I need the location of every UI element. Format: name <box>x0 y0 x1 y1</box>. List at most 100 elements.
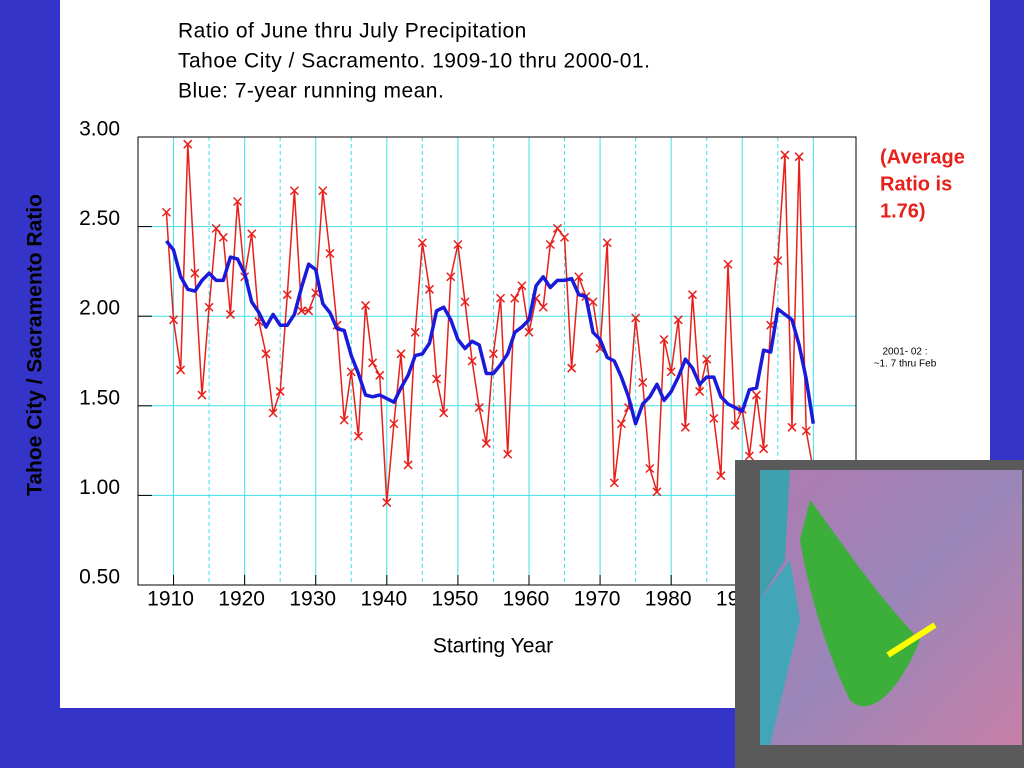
data-point <box>261 349 271 359</box>
data-point <box>417 238 427 248</box>
data-point <box>176 365 186 375</box>
data-point <box>759 444 769 454</box>
data-point <box>496 293 506 303</box>
data-point <box>432 374 442 384</box>
data-point <box>368 358 378 368</box>
data-point <box>190 268 200 278</box>
map-ocean <box>760 470 790 600</box>
map-relief <box>760 470 1022 745</box>
data-point <box>687 290 698 300</box>
data-line <box>165 143 815 504</box>
chart-title: Tahoe City / Sacramento. 1909-10 thru 20… <box>178 50 650 73</box>
y-tick-label: 0.50 <box>79 566 120 589</box>
data-point <box>282 290 292 300</box>
data-point <box>211 223 221 233</box>
x-tick-label: 1950 <box>432 588 479 611</box>
data-point <box>695 386 705 396</box>
map-image <box>735 460 1024 768</box>
data-point <box>318 186 328 196</box>
data-point <box>439 408 449 418</box>
data-point <box>574 272 584 282</box>
annotation: 2001- 02 : <box>882 347 927 358</box>
data-point <box>204 302 214 312</box>
data-point <box>680 422 690 432</box>
data-point <box>339 415 349 425</box>
data-point <box>780 150 790 160</box>
annotation: ~1. 7 thru Feb <box>874 359 937 370</box>
map-ocean <box>760 560 800 745</box>
data-point <box>616 419 626 429</box>
data-point <box>169 315 179 325</box>
data-point <box>396 349 406 359</box>
y-tick-label: 2.00 <box>79 297 120 320</box>
chart-title: Ratio of June thru July Precipitation <box>178 20 527 43</box>
data-point <box>773 256 783 266</box>
data-point <box>602 238 612 248</box>
plot-frame <box>137 136 857 586</box>
map-transect <box>886 622 937 658</box>
annotation: Ratio is <box>880 173 952 195</box>
data-point <box>638 377 648 388</box>
data-point <box>794 152 804 162</box>
data-point <box>325 248 335 259</box>
data-point <box>659 334 669 345</box>
data-point <box>716 471 726 481</box>
data-point <box>652 487 662 497</box>
data-point <box>197 390 207 400</box>
data-point <box>296 306 307 316</box>
data-point <box>751 390 762 400</box>
data-point <box>524 327 534 337</box>
data-point <box>289 186 299 196</box>
x-tick-label: 1920 <box>218 588 265 611</box>
data-point <box>382 498 392 508</box>
data-point <box>723 259 733 269</box>
data-line <box>165 239 816 426</box>
data-point <box>218 232 228 242</box>
data-point <box>545 239 555 250</box>
data-point <box>517 281 527 291</box>
data-point <box>787 422 797 432</box>
x-tick-label: 1910 <box>147 588 194 611</box>
x-tick-label: 1940 <box>360 588 407 611</box>
y-tick-label: 1.00 <box>79 476 120 499</box>
data-point <box>552 223 562 233</box>
x-tick-label: 1970 <box>574 588 621 611</box>
data-point <box>453 239 463 250</box>
data-point <box>304 306 314 316</box>
data-point <box>360 300 371 310</box>
data-point <box>488 349 498 359</box>
data-point <box>389 419 399 429</box>
data-point <box>410 327 420 337</box>
data-point <box>232 196 243 207</box>
data-point <box>161 207 171 217</box>
y-tick-label: 3.00 <box>79 118 120 141</box>
data-point <box>183 139 193 149</box>
x-tick-label: 1960 <box>503 588 550 611</box>
data-point <box>225 309 235 319</box>
data-point <box>268 408 278 418</box>
data-point <box>275 386 285 396</box>
data-point <box>588 297 598 307</box>
data-point <box>403 460 413 470</box>
data-point <box>510 293 520 303</box>
x-tick-label: 1980 <box>645 588 692 611</box>
data-point <box>801 426 811 436</box>
y-tick-label: 2.50 <box>79 207 120 230</box>
data-point <box>353 431 363 441</box>
x-axis-label: Starting Year <box>433 635 553 658</box>
data-point <box>609 478 619 488</box>
y-axis-label: Tahoe City / Sacramento Ratio <box>24 194 47 496</box>
x-tick-label: 1930 <box>289 588 336 611</box>
chart-title: Blue: 7-year running mean. <box>178 80 444 103</box>
data-point <box>503 449 513 459</box>
y-tick-label: 1.50 <box>79 386 120 409</box>
data-point <box>460 297 470 307</box>
data-point <box>567 363 577 373</box>
data-point <box>702 354 712 364</box>
annotation: (Average <box>880 146 965 168</box>
data-point <box>346 367 356 377</box>
data-point <box>467 356 477 366</box>
data-point <box>744 451 754 461</box>
data-point <box>560 232 570 242</box>
